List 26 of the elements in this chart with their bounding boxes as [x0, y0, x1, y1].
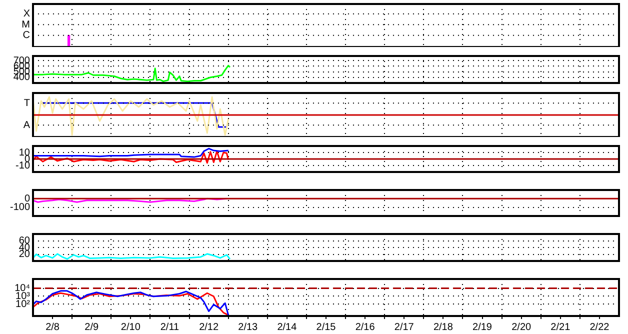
x-tick-label: 2/22	[590, 322, 610, 333]
x-tick-label: 2/11	[160, 322, 180, 333]
x-tick-label: 2/9	[84, 322, 99, 333]
x-tick-label: 2/13	[238, 322, 258, 333]
text: T	[24, 98, 30, 109]
x-tick-label: 2/19	[472, 322, 492, 333]
y-tick-label: 20	[18, 249, 30, 260]
y-tick-label: 10²	[16, 298, 31, 310]
x-tick-label: 2/8	[46, 322, 60, 333]
x-tick-label: 2/17	[394, 322, 414, 333]
x-tick-label: 2/18	[433, 322, 454, 333]
text: M	[22, 19, 30, 30]
text: A	[23, 120, 30, 131]
x-tick-label: 2/12	[199, 322, 219, 333]
y-tick-label: -100	[10, 202, 30, 214]
y-tick-label: 400	[13, 72, 30, 84]
text: X	[23, 8, 30, 20]
x-tick-label: 2/14	[277, 322, 298, 333]
x-tick-label: 2/15	[316, 322, 336, 333]
y-tick-label: 0	[24, 193, 30, 204]
x-tick-label: 2/10	[120, 322, 141, 333]
x-tick-label: 2/21	[550, 322, 571, 333]
x-tick-label: 2/20	[512, 322, 532, 333]
text: C	[22, 30, 30, 42]
y-tick-label: -10	[16, 160, 30, 172]
x-tick-label: 2/16	[355, 322, 376, 333]
